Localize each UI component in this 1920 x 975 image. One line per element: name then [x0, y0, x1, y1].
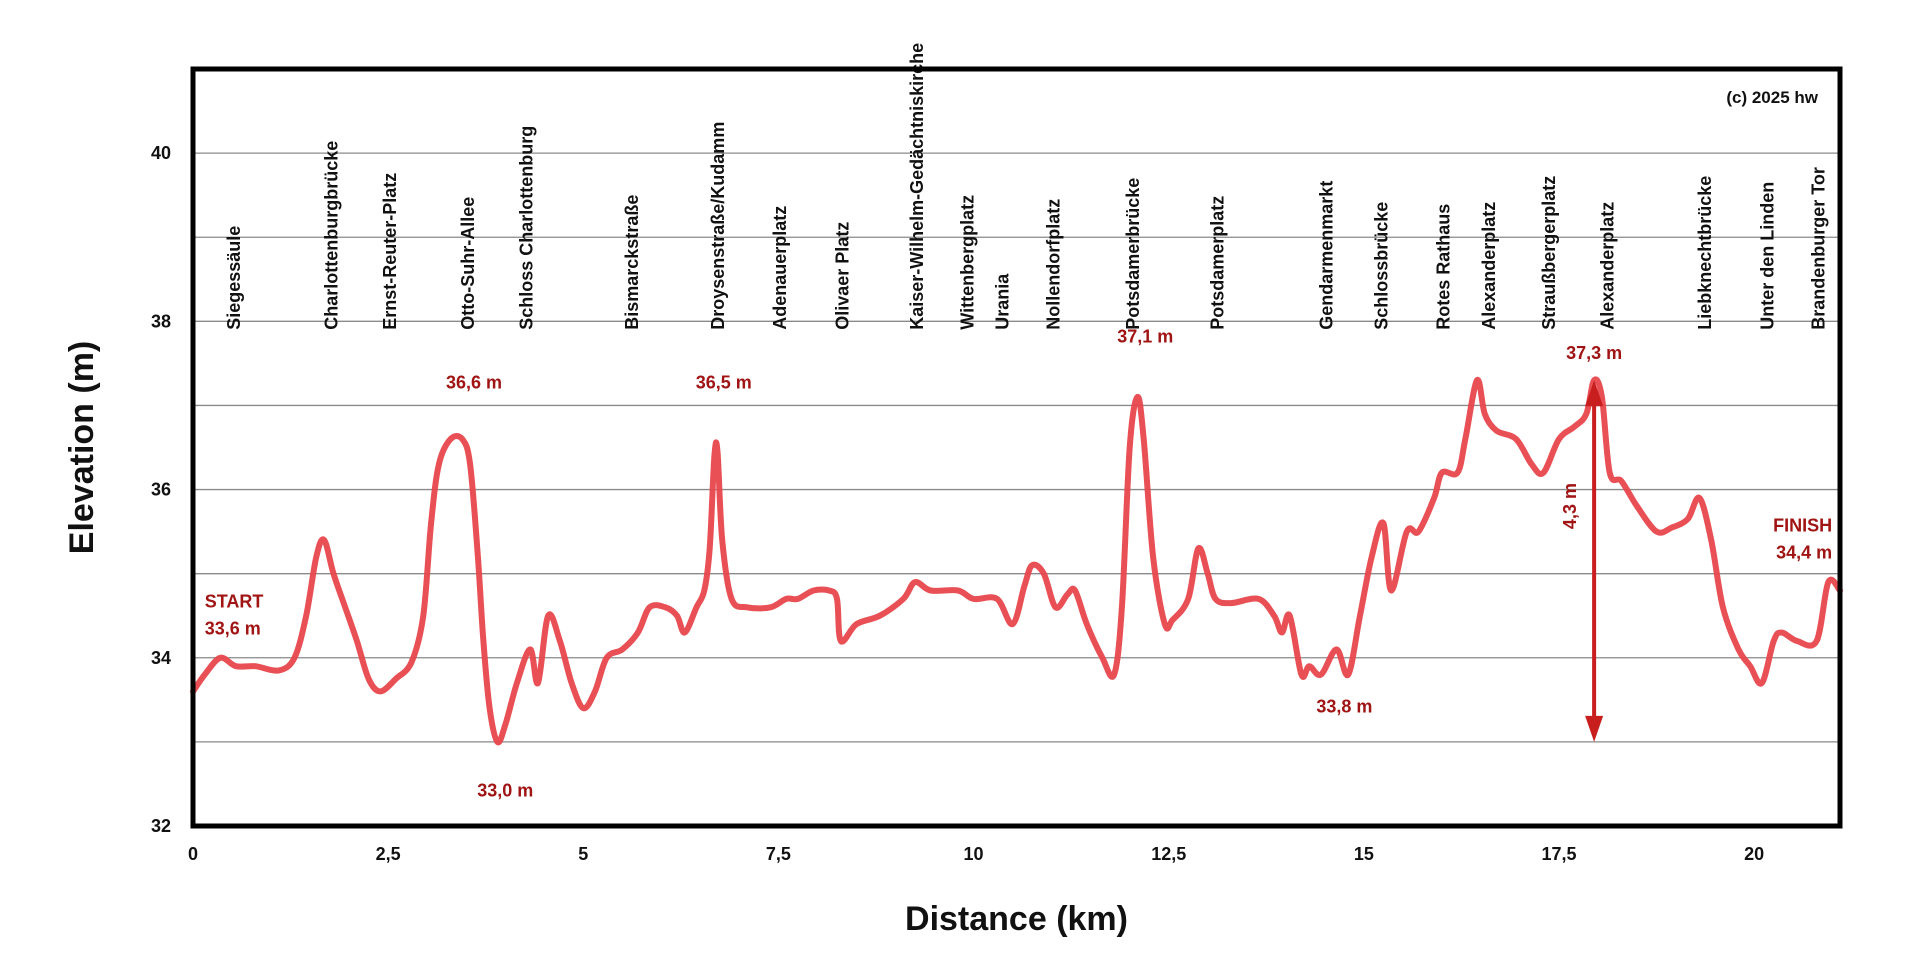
landmark-label: Schloss Charlottenburg [517, 126, 537, 330]
landmark-labels: Siegessäule Charlottenburgbrücke Ernst-Reu… [224, 43, 1829, 330]
series-lines [190, 376, 1843, 746]
x-tick-label: 5 [578, 844, 588, 864]
elevation-line [190, 376, 1843, 746]
landmark-label: Ernst-Reuter-Platz [380, 173, 400, 330]
elevation-annotations: START 33,6 m 36,6 m 33,0 m 36,5 m 37,1 m 33,8 … [205, 326, 1832, 800]
landmark-label: Schlossbrücke [1371, 202, 1391, 330]
range-arrow-label: 4,3 m [1560, 483, 1580, 529]
landmark-label: Brandenburger Tor [1808, 167, 1828, 330]
elevation-annotation: 36,6 m [446, 373, 502, 393]
landmark-label: Droysenstraße/Kudamm [708, 122, 728, 330]
range-arrow-head-up [1585, 380, 1604, 407]
x-axis-title: Distance (km) [905, 900, 1128, 938]
landmark-label: Alexanderplatz [1598, 202, 1618, 330]
plot-frame [190, 66, 1843, 829]
landmark-label: Nollendorfplatz [1043, 199, 1063, 330]
landmark-label: Siegessäule [224, 226, 244, 330]
x-tick-label: 0 [188, 844, 198, 864]
landmark-label: Charlottenburgbrücke [321, 141, 341, 330]
credit-text: (c) 2025 hw [1726, 88, 1818, 107]
landmark-label: Bismarckstraße [622, 195, 642, 330]
landmark-label: Unter den Linden [1758, 182, 1778, 330]
range-arrow-head-down [1585, 715, 1604, 742]
elevation-annotation: 33,0 m [477, 781, 533, 801]
x-tick-label: 12,5 [1151, 844, 1186, 864]
landmark-label: Straußbergerplatz [1539, 176, 1559, 330]
landmark-label: Olivaer Platz [833, 222, 853, 330]
landmark-label: Rotes Rathaus [1434, 204, 1454, 330]
landmark-label: Alexanderplatz [1479, 202, 1499, 330]
y-tick-label: 40 [151, 143, 171, 163]
x-tick-label: 10 [964, 844, 984, 864]
y-tick-label: 32 [151, 816, 171, 836]
x-tick-label: 20 [1744, 844, 1764, 864]
y-tick-label: 34 [151, 648, 171, 668]
gridlines [193, 152, 1840, 743]
landmark-label: Potsdamerplatz [1207, 196, 1227, 330]
landmark-label: Gendarmenmarkt [1317, 181, 1337, 330]
elevation-annotation: 37,3 m [1566, 343, 1622, 363]
y-axis-title: Elevation (m) [63, 341, 101, 554]
y-tick-label: 38 [151, 311, 171, 331]
elevation-annotation: 33,6 m [205, 618, 261, 638]
landmark-label: Urania [993, 273, 1013, 330]
elevation-annotation: START [205, 591, 264, 611]
x-tick-label: 7,5 [766, 844, 791, 864]
landmark-label: Wittenbergplatz [958, 195, 978, 330]
elevation-annotation: 34,4 m [1776, 543, 1832, 563]
landmark-label: Liebknechtbrücke [1695, 176, 1715, 330]
landmark-label: Otto-Suhr-Allee [458, 197, 478, 330]
x-tick-label: 15 [1354, 844, 1374, 864]
y-tick-label: 36 [151, 480, 171, 500]
elevation-annotation: 37,1 m [1117, 326, 1173, 346]
landmark-label: Kaiser-Wilhelm-Gedächtniskirche [907, 43, 927, 330]
axis-tick-labels: 32 34 36 38 40 0 2,5 5 7,5 10 12,5 15 17,5 20 [151, 143, 1764, 864]
x-tick-label: 17,5 [1541, 844, 1576, 864]
elevation-annotation: 36,5 m [696, 373, 752, 393]
landmark-label: Adenauerplatz [770, 206, 790, 330]
landmark-label: Potsdamerbrücke [1123, 178, 1143, 330]
x-tick-label: 2,5 [376, 844, 401, 864]
elevation-annotation: 33,8 m [1316, 696, 1372, 716]
elevation-annotation: FINISH [1773, 516, 1832, 536]
range-arrow: 4,3 m [1560, 380, 1604, 742]
